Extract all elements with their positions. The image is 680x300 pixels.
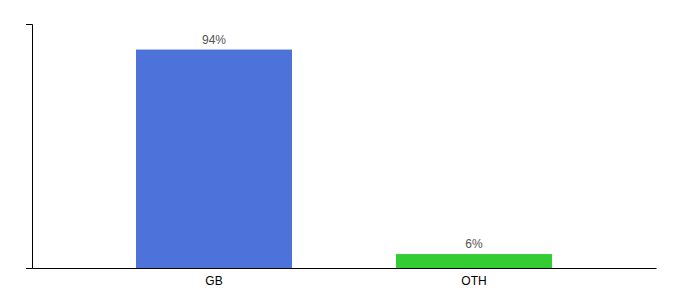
y-axis-line	[26, 25, 33, 269]
plot: GB OTH 94% 6%	[26, 25, 657, 288]
chart: GB OTH 94% 6%	[0, 0, 680, 300]
x-tick-label: GB	[205, 274, 222, 288]
x-axis: GB OTH	[33, 268, 657, 288]
x-tick: GB	[205, 268, 222, 288]
bar	[136, 50, 292, 268]
data-labels: 94% 6%	[202, 33, 483, 251]
x-axis-line	[33, 268, 657, 269]
bar	[396, 254, 552, 268]
data-label: 94%	[202, 33, 226, 47]
data-label: 6%	[465, 237, 483, 251]
x-tick: OTH	[461, 268, 486, 288]
bars	[136, 50, 552, 268]
x-tick-label: OTH	[461, 274, 486, 288]
y-axis	[26, 25, 33, 269]
